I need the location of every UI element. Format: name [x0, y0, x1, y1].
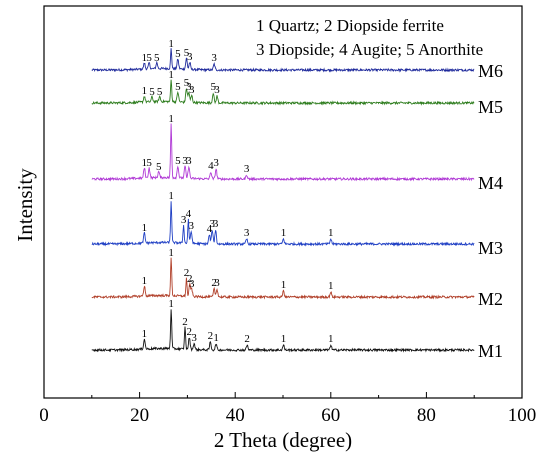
peak-label: 5	[146, 157, 152, 169]
series-line	[91, 48, 475, 73]
peak-label: 3	[191, 332, 197, 344]
peak-label: 3	[214, 84, 220, 96]
peak-label: 3	[187, 51, 193, 63]
legend-line-1: 1 Quartz; 2 Diopside ferrite	[256, 16, 444, 35]
peak-label: 2	[187, 273, 193, 285]
peak-label: 2	[182, 316, 188, 328]
peak-label: 3	[181, 214, 187, 226]
series-M6: 1 5 515 53 3M6	[91, 38, 503, 81]
peak-label: 3	[188, 220, 194, 232]
series-name-label: M2	[478, 289, 503, 309]
peak-label: 5	[175, 48, 181, 60]
peak-label: 4	[207, 223, 213, 235]
series-line	[91, 257, 475, 300]
peak-label: 3	[210, 218, 216, 230]
peak-label: 1	[328, 280, 334, 292]
series-line	[91, 309, 475, 353]
y-axis-label: Intensity	[13, 168, 37, 242]
peak-label: 5	[149, 86, 155, 98]
peak-label: 5	[156, 161, 162, 173]
series-name-label: M1	[478, 341, 503, 361]
peak-label: 3	[189, 278, 195, 290]
series-line	[91, 79, 475, 106]
peak-label: 3	[189, 84, 195, 96]
series-name-label: M3	[478, 238, 503, 258]
peak-label: 1	[281, 227, 287, 239]
peak-label: 5	[175, 81, 181, 93]
peak-label: 4	[208, 160, 214, 172]
peak-label: 5	[157, 86, 163, 98]
x-tick-label: 80	[417, 405, 436, 426]
series-line	[91, 201, 475, 247]
x-tick-label: 0	[39, 405, 49, 426]
x-axis-ticks: 0 20 40 60 80 100	[39, 392, 536, 426]
peak-label: 3	[186, 155, 192, 167]
peak-label: 3	[186, 81, 192, 93]
peak-label: 3	[182, 155, 188, 167]
peak-label: 5	[146, 52, 152, 64]
peak-label: 1	[213, 332, 219, 344]
peak-label: 1	[168, 298, 174, 310]
peak-label: 1	[281, 333, 287, 345]
peak-label: 5	[184, 47, 190, 59]
x-axis-label: 2 Theta (degree)	[214, 428, 352, 452]
peak-label: 3	[244, 163, 250, 175]
peak-label: 2	[208, 330, 214, 342]
peak-label: 1	[328, 227, 334, 239]
peak-label: 3	[213, 157, 219, 169]
legend-line-2: 3 Diopside; 4 Augite; 5 Anorthite	[256, 40, 483, 59]
peak-label: 1	[142, 275, 148, 287]
peak-label: 1	[281, 279, 287, 291]
peak-label: 5	[210, 81, 216, 93]
peak-label: 1	[142, 85, 148, 97]
x-tick-label: 20	[130, 405, 149, 426]
peak-label: 4	[186, 208, 192, 220]
peak-label: 3	[244, 227, 250, 239]
peak-label: 1	[168, 69, 174, 81]
peak-label: 3	[213, 218, 219, 230]
x-tick-label: 100	[508, 405, 537, 426]
series-line	[91, 123, 475, 182]
peak-label: 2	[184, 267, 190, 279]
x-tick-label: 40	[226, 405, 245, 426]
peak-label: 1	[142, 328, 148, 340]
peak-label: 1	[168, 190, 174, 202]
peak-label: 2	[244, 333, 250, 345]
series-name-label: M4	[478, 173, 503, 193]
peak-label: 1	[168, 38, 174, 50]
series-name-label: M5	[478, 97, 503, 117]
peak-label: 5	[154, 52, 160, 64]
peak-label: 2	[187, 326, 193, 338]
peak-label: 1	[142, 222, 148, 234]
peak-label: 5	[184, 77, 190, 89]
peak-label: 5	[175, 155, 181, 167]
peak-label: 1	[168, 113, 174, 125]
peak-label: 1	[168, 247, 174, 259]
peak-label: 3	[211, 52, 217, 64]
series-name-label: M6	[478, 61, 503, 81]
peak-label: 1	[328, 333, 334, 345]
peak-label: 2	[211, 277, 217, 289]
peak-label: 1	[142, 157, 148, 169]
series-M4: 1 5 515 33 4 3 3M4	[91, 113, 503, 193]
peak-label: 3	[214, 277, 220, 289]
x-tick-label: 60	[321, 405, 340, 426]
peak-label: 1	[142, 52, 148, 64]
